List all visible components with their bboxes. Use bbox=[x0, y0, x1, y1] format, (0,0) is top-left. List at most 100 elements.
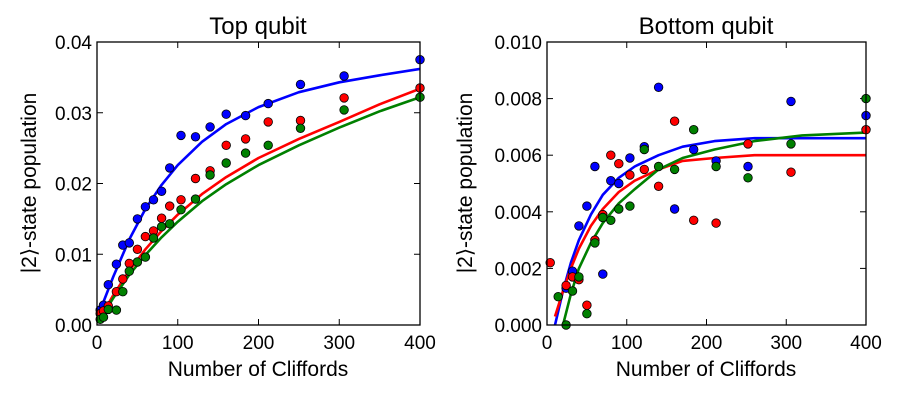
y-tick-label: 0.000 bbox=[494, 316, 542, 337]
data-point bbox=[639, 164, 650, 175]
data-point bbox=[132, 214, 143, 224]
data-point bbox=[295, 123, 306, 134]
x-tick-label: 400 bbox=[850, 333, 882, 354]
data-point bbox=[111, 259, 122, 269]
data-point bbox=[132, 244, 143, 255]
data-point bbox=[689, 144, 699, 155]
data-point bbox=[786, 96, 796, 107]
data-point bbox=[606, 175, 616, 186]
x-tick-label: 300 bbox=[770, 333, 802, 354]
data-point bbox=[140, 231, 151, 242]
data-point bbox=[582, 201, 592, 211]
data-point bbox=[124, 258, 135, 269]
data-point bbox=[118, 274, 128, 284]
data-point bbox=[205, 170, 215, 180]
data-point bbox=[553, 292, 563, 302]
data-point bbox=[669, 204, 680, 214]
data-point bbox=[625, 170, 635, 180]
data-point bbox=[743, 139, 753, 149]
plot-frame bbox=[96, 41, 421, 326]
x-tick-label: 100 bbox=[162, 333, 194, 354]
data-point bbox=[545, 258, 555, 268]
tick-group: 0 100 200 300 400 0.00 0.01 0.02 0.03 0.04 bbox=[55, 33, 436, 354]
data-point bbox=[263, 117, 273, 127]
data-point bbox=[176, 195, 186, 205]
fit-curve-group bbox=[97, 67, 420, 323]
y-axis-label: |2⟩-state population bbox=[454, 93, 477, 274]
data-point bbox=[176, 130, 186, 141]
chart-title: Top qubit bbox=[209, 13, 307, 40]
y-tick-label: 0.01 bbox=[55, 245, 92, 266]
fit-curve bbox=[553, 153, 866, 317]
data-point bbox=[743, 161, 753, 172]
data-point bbox=[221, 158, 231, 168]
y-tick-label: 0.008 bbox=[494, 90, 542, 111]
data-point bbox=[614, 204, 624, 214]
y-tick-label: 0.00 bbox=[55, 316, 92, 337]
data-point bbox=[669, 116, 680, 126]
data-point bbox=[240, 110, 251, 121]
y-tick-label: 0.010 bbox=[494, 33, 542, 54]
data-point bbox=[574, 272, 584, 282]
chart-title: Bottom qubit bbox=[639, 13, 774, 40]
data-point bbox=[639, 144, 650, 155]
data-point bbox=[111, 305, 122, 315]
data-point-group bbox=[95, 55, 425, 325]
data-point bbox=[606, 215, 616, 226]
data-point bbox=[567, 286, 578, 296]
fit-curve-group bbox=[553, 131, 866, 325]
data-point bbox=[786, 139, 796, 149]
data-point bbox=[221, 109, 231, 119]
x-tick-label: 200 bbox=[691, 333, 723, 354]
y-tick-label: 0.04 bbox=[55, 33, 92, 54]
data-point bbox=[263, 98, 273, 109]
data-point bbox=[711, 161, 721, 172]
data-point bbox=[582, 300, 592, 310]
data-point bbox=[176, 204, 186, 215]
data-point bbox=[339, 105, 349, 115]
x-tick-label: 100 bbox=[611, 333, 643, 354]
data-point bbox=[653, 161, 664, 172]
data-point bbox=[263, 140, 273, 151]
fit-curve bbox=[561, 131, 866, 325]
x-tick-label: 300 bbox=[323, 333, 355, 354]
data-point bbox=[124, 266, 135, 276]
data-point bbox=[614, 158, 624, 169]
x-tick-label: 0 bbox=[542, 333, 553, 354]
data-point bbox=[190, 173, 201, 184]
data-point bbox=[156, 221, 167, 232]
data-point bbox=[625, 201, 635, 211]
data-point bbox=[190, 132, 201, 142]
data-point bbox=[240, 148, 251, 158]
data-point bbox=[132, 257, 143, 267]
data-point bbox=[295, 115, 306, 126]
y-tick-label: 0.03 bbox=[55, 104, 92, 125]
data-point bbox=[164, 219, 175, 229]
data-point bbox=[148, 233, 159, 243]
data-point bbox=[98, 312, 109, 322]
data-point-group bbox=[545, 82, 871, 330]
data-point bbox=[786, 167, 796, 177]
data-point bbox=[689, 215, 699, 226]
plot-frame bbox=[546, 41, 867, 326]
data-point bbox=[140, 252, 151, 262]
data-point bbox=[582, 309, 592, 319]
data-point bbox=[574, 221, 584, 231]
data-point bbox=[205, 122, 215, 132]
data-point bbox=[598, 212, 608, 223]
data-point bbox=[118, 287, 128, 297]
y-tick-label: 0.004 bbox=[494, 203, 542, 224]
data-point bbox=[606, 150, 616, 160]
fit-curve bbox=[553, 136, 866, 325]
data-point bbox=[743, 173, 753, 183]
data-point bbox=[669, 164, 680, 175]
data-point bbox=[295, 79, 306, 90]
data-point bbox=[689, 124, 699, 135]
data-point bbox=[221, 140, 231, 151]
data-point bbox=[590, 238, 600, 248]
data-point bbox=[190, 194, 201, 204]
y-tick-label: 0.002 bbox=[494, 259, 542, 280]
data-point bbox=[339, 71, 349, 81]
panel-bottom-qubit: Bottom qubit 0 100 200 300 400 0.000 0.002 0.00… bbox=[454, 13, 882, 381]
